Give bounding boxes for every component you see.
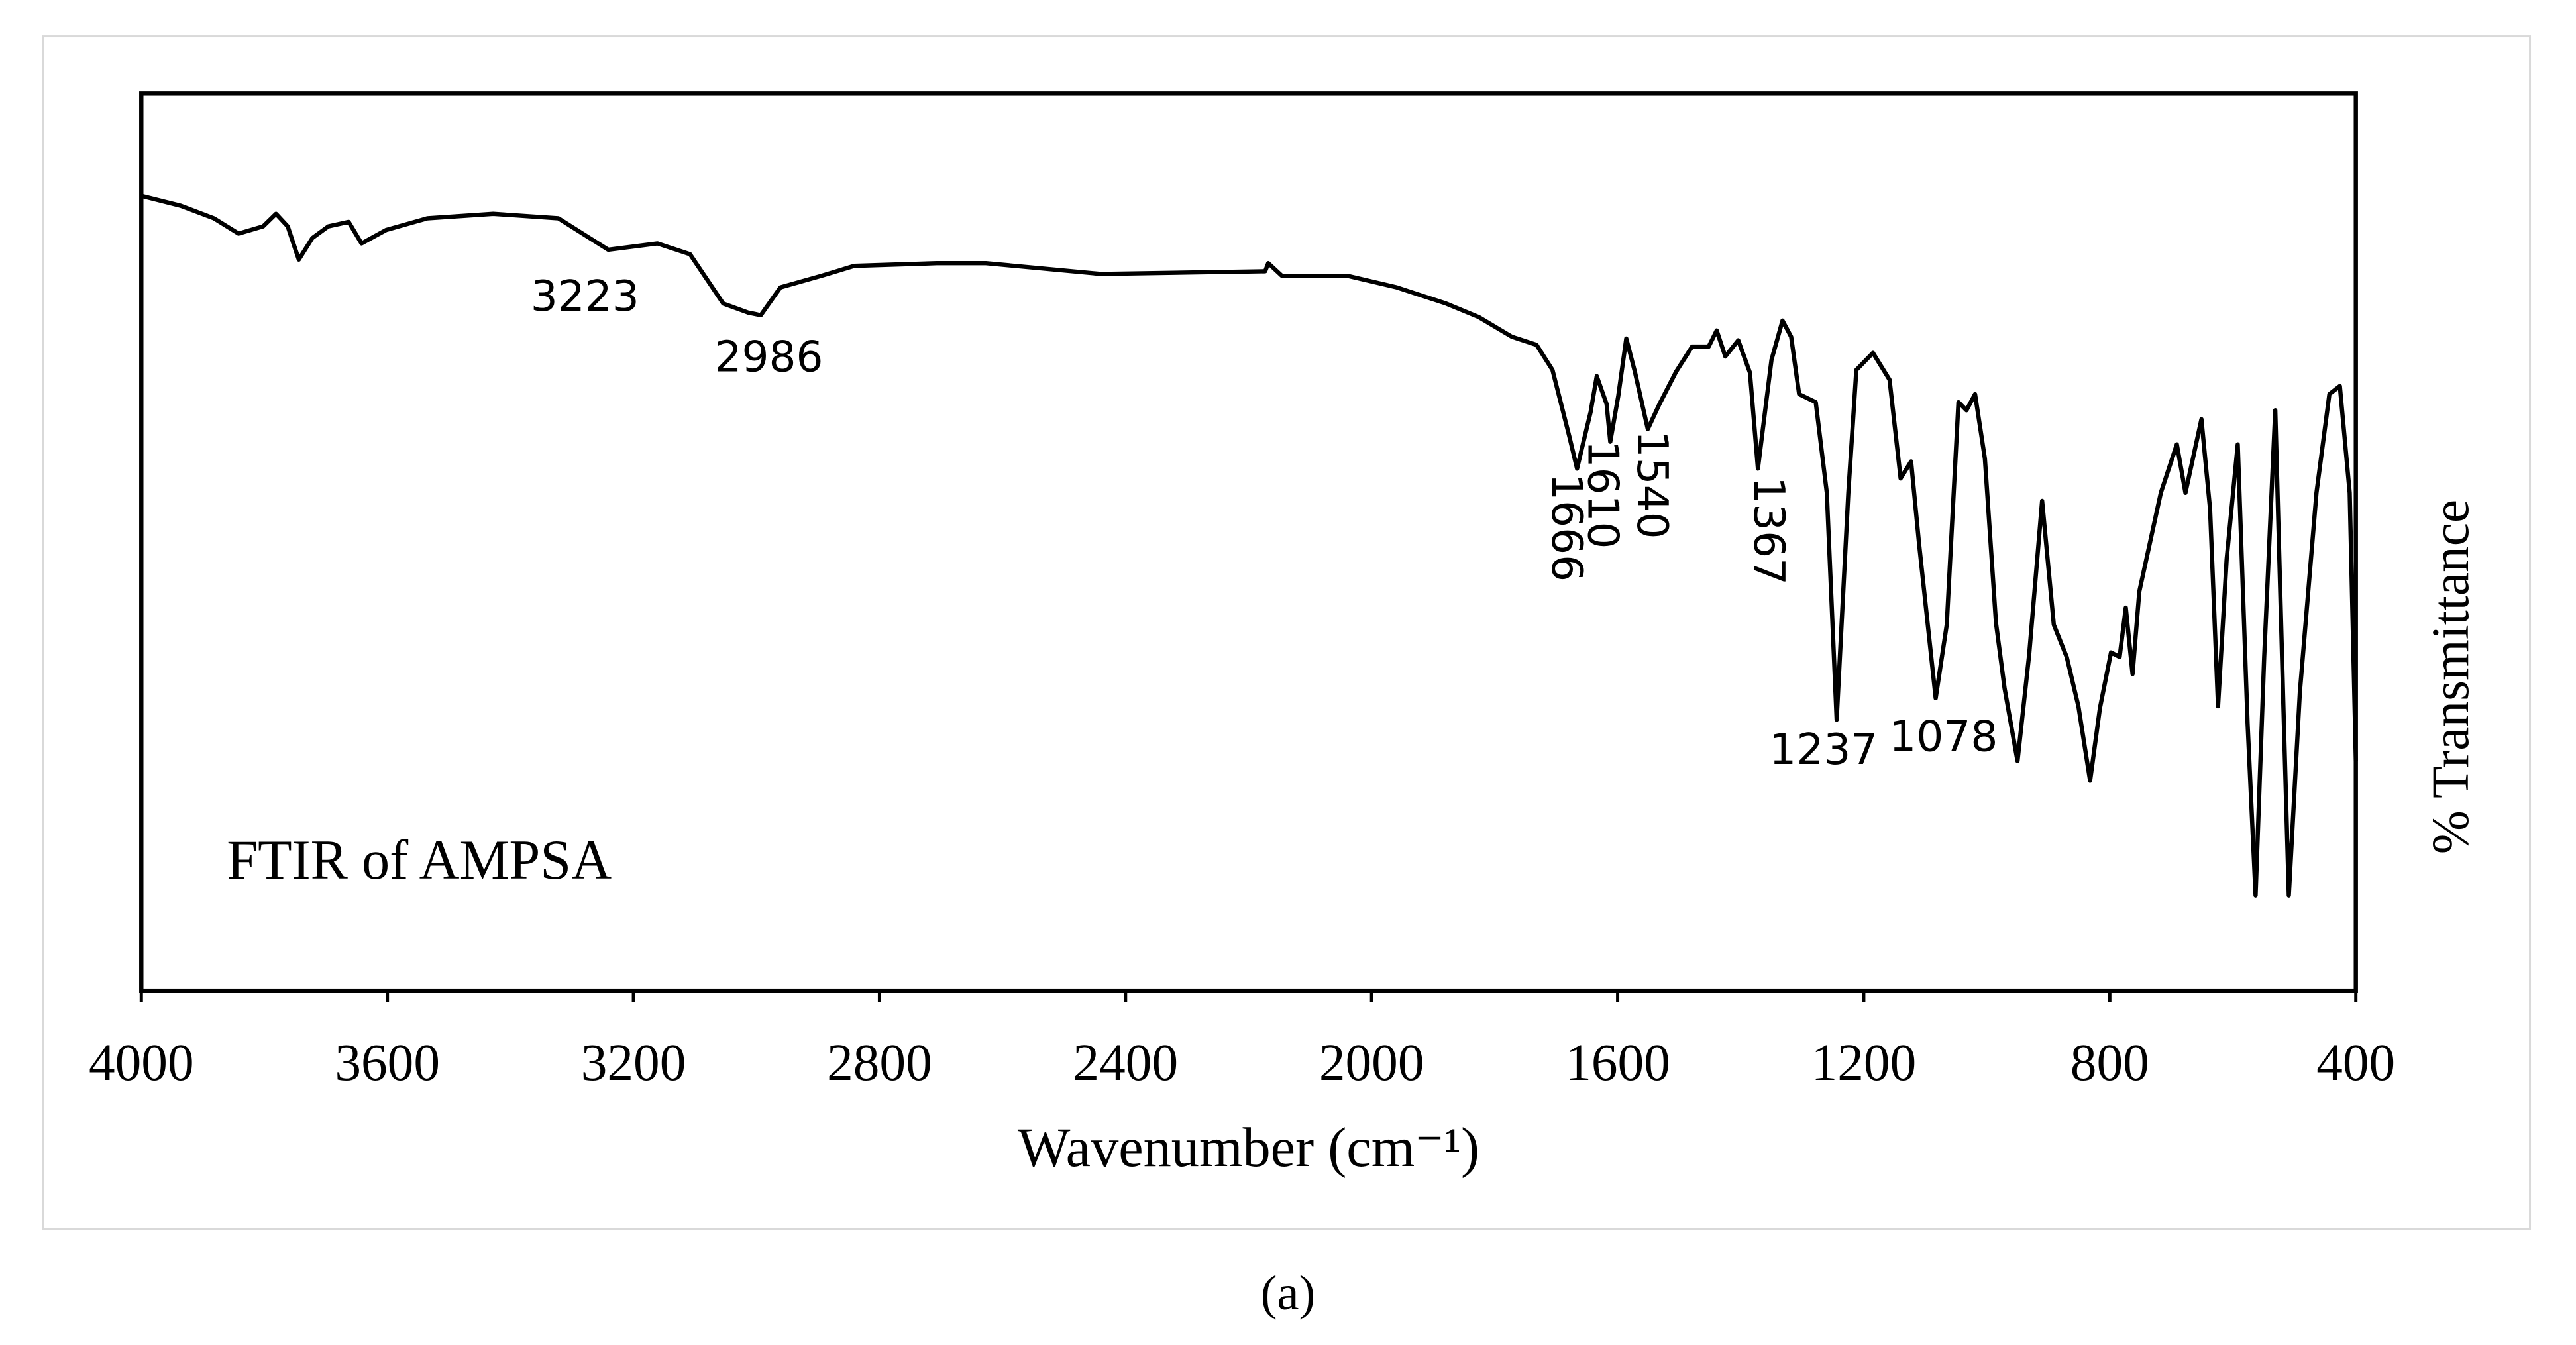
peak-label: 1367 bbox=[1744, 476, 1794, 585]
peak-label: 2986 bbox=[714, 333, 823, 382]
peak-label: 3223 bbox=[531, 272, 639, 321]
plot-label: FTIR of AMPSA bbox=[227, 830, 612, 891]
peak-label: 1666 bbox=[1542, 473, 1591, 582]
x-tick-label: 1200 bbox=[1811, 1034, 1917, 1092]
spectrum-line bbox=[140, 193, 2358, 898]
x-tick-label: 2000 bbox=[1319, 1034, 1424, 1092]
peak-label: 1237 bbox=[1769, 725, 1878, 775]
x-tick-label: 400 bbox=[2316, 1034, 2395, 1092]
y-axis-label: % Transmittance bbox=[2422, 500, 2480, 854]
peak-label: 1610 bbox=[1578, 441, 1628, 549]
x-tick-label: 2400 bbox=[1073, 1034, 1178, 1092]
x-tick-label: 3600 bbox=[335, 1034, 440, 1092]
caption: (a) bbox=[1261, 1266, 1316, 1320]
plot-frame bbox=[139, 91, 2358, 993]
figure-frame bbox=[42, 35, 2532, 1230]
x-tick-label: 4000 bbox=[89, 1034, 194, 1092]
peak-label: 1540 bbox=[1627, 431, 1677, 539]
x-tick-label: 1600 bbox=[1565, 1034, 1670, 1092]
x-axis-label: Wavenumber (cm⁻¹) bbox=[1018, 1117, 1479, 1179]
x-tick-label: 800 bbox=[2070, 1034, 2149, 1092]
peak-label: 1078 bbox=[1889, 712, 1998, 761]
x-tick-label: 2800 bbox=[827, 1034, 932, 1092]
x-tick-label: 3200 bbox=[581, 1034, 686, 1092]
